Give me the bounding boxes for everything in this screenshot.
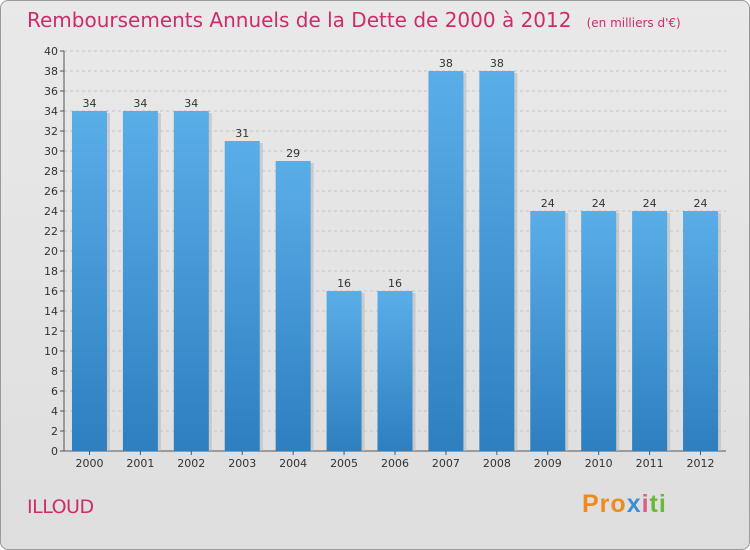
bar-value-label: 38 [490,57,504,70]
x-tick-label: 2012 [687,457,715,470]
labels: 0246810121416182022242628303234363840342… [44,45,715,470]
bar-value-label: 29 [286,147,300,160]
bars [71,71,722,451]
bar-value-label: 16 [337,277,351,290]
y-tick-label: 2 [51,425,58,438]
bar [173,111,209,451]
x-tick-label: 2007 [432,457,460,470]
bar [326,291,362,451]
bar-value-label: 24 [694,197,708,210]
bar [479,71,515,451]
bar-value-label: 24 [592,197,606,210]
proxiti-logo: Proxiti [582,490,667,518]
y-tick-label: 16 [44,285,58,298]
bar [683,211,719,451]
x-tick-label: 2008 [483,457,511,470]
chart-title: Remboursements Annuels de la Dette de 20… [27,8,681,32]
bar-value-label: 34 [184,97,198,110]
y-tick-label: 26 [44,185,58,198]
x-tick-label: 2004 [279,457,307,470]
x-tick-label: 2003 [228,457,256,470]
bar [530,211,566,451]
x-tick-label: 2010 [585,457,613,470]
bar-value-label: 38 [439,57,453,70]
bar-value-label: 24 [541,197,555,210]
title-unit: (en milliers d'€) [586,16,681,30]
y-tick-label: 24 [44,205,58,218]
bar-value-label: 24 [643,197,657,210]
bar [377,291,413,451]
x-tick-label: 2001 [126,457,154,470]
x-tick-label: 2000 [75,457,103,470]
x-tick-label: 2002 [177,457,205,470]
bar [428,71,464,451]
x-tick-label: 2005 [330,457,358,470]
bar [275,161,311,451]
title-main: Remboursements Annuels de la Dette de 20… [27,8,572,32]
bar [632,211,668,451]
x-tick-label: 2011 [636,457,664,470]
y-tick-label: 36 [44,85,58,98]
y-tick-label: 28 [44,165,58,178]
x-tick-label: 2006 [381,457,409,470]
bar [71,111,107,451]
bar-value-label: 34 [133,97,147,110]
y-tick-label: 12 [44,325,58,338]
y-tick-label: 32 [44,125,58,138]
commune-name: ILLOUD [27,496,94,518]
y-tick-label: 30 [44,145,58,158]
bar [224,141,260,451]
y-tick-label: 6 [51,385,58,398]
x-tick-label: 2009 [534,457,562,470]
y-tick-label: 18 [44,265,58,278]
bar [122,111,158,451]
y-tick-label: 22 [44,225,58,238]
bar-value-label: 16 [388,277,402,290]
y-tick-label: 14 [44,305,58,318]
y-tick-label: 40 [44,45,58,58]
y-tick-label: 34 [44,105,58,118]
bar [581,211,617,451]
y-tick-label: 0 [51,445,58,458]
y-tick-label: 8 [51,365,58,378]
y-tick-label: 4 [51,405,58,418]
bar-value-label: 31 [235,127,249,140]
y-tick-label: 20 [44,245,58,258]
y-tick-label: 38 [44,65,58,78]
y-tick-label: 10 [44,345,58,358]
bar-value-label: 34 [82,97,96,110]
